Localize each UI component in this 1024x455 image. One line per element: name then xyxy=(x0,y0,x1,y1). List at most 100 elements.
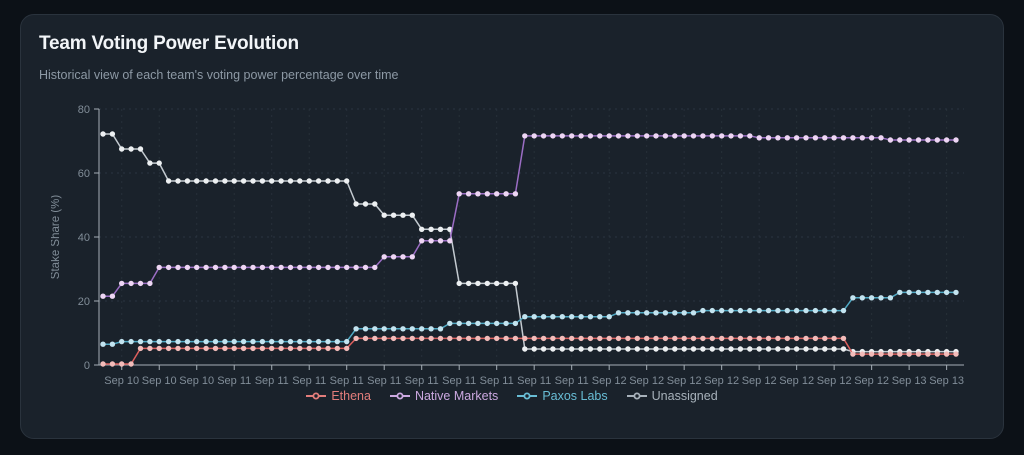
series-native-markets-dot xyxy=(737,133,744,139)
legend-item-paxos-labs[interactable]: Paxos Labs xyxy=(517,389,608,403)
x-tick-label: Sep 11 xyxy=(442,375,476,387)
series-unassigned-dot xyxy=(222,178,228,184)
series-native-markets-dot xyxy=(784,135,790,141)
series-ethena-dot xyxy=(700,335,706,342)
series-ethena-dot xyxy=(531,335,537,342)
series-unassigned-dot xyxy=(184,178,191,184)
series-unassigned-dot xyxy=(297,178,303,184)
series-paxos-labs-dot xyxy=(915,289,922,296)
series-native-markets-dot xyxy=(306,264,312,271)
series-paxos-labs-dot xyxy=(156,338,162,345)
series-paxos-labs-dot xyxy=(803,307,809,314)
series-unassigned-dot xyxy=(700,346,706,352)
series-native-markets-dot xyxy=(634,133,640,139)
series-unassigned-dot xyxy=(634,346,640,352)
x-tick-label: Sep 11 xyxy=(517,375,551,387)
series-native-markets-dot xyxy=(465,191,472,197)
series-paxos-labs-dot xyxy=(737,307,744,314)
series-native-markets-dot xyxy=(315,264,322,271)
series-ethena-dot xyxy=(100,361,106,367)
series-native-markets-dot xyxy=(906,137,912,143)
series-paxos-labs-dot xyxy=(372,326,378,332)
series-paxos-labs-dot xyxy=(362,326,369,332)
series-paxos-labs-dot xyxy=(925,289,931,296)
legend-label-paxos-labs: Paxos Labs xyxy=(542,389,608,403)
series-unassigned-line xyxy=(103,133,956,353)
series-ethena-dot xyxy=(906,351,912,357)
series-unassigned-dot xyxy=(831,346,837,352)
series-unassigned-dot xyxy=(719,346,725,352)
series-ethena-dot xyxy=(569,335,575,342)
series-native-markets-dot xyxy=(203,264,209,271)
series-native-markets-dot xyxy=(606,133,612,139)
y-tick-label: 60 xyxy=(78,168,90,180)
y-tick-label: 0 xyxy=(84,360,90,372)
series-ethena-dot xyxy=(737,335,744,342)
series-ethena-dot xyxy=(625,335,631,342)
series-ethena-dot xyxy=(793,335,800,342)
series-native-markets-dot xyxy=(475,191,481,197)
series-ethena-dot xyxy=(925,351,931,357)
series-paxos-labs-dot xyxy=(287,338,294,345)
x-tick-label: Sep 11 xyxy=(405,375,439,387)
series-paxos-labs-dot xyxy=(822,307,828,314)
series-paxos-labs-dot xyxy=(587,314,594,320)
series-paxos-labs-dot xyxy=(878,295,884,301)
series-unassigned-dot xyxy=(165,178,172,184)
series-ethena-dot xyxy=(859,351,865,357)
series-paxos-labs-dot xyxy=(278,338,284,345)
series-native-markets-dot xyxy=(194,264,200,271)
series-native-markets-dot xyxy=(719,133,725,139)
legend-item-unassigned[interactable]: Unassigned xyxy=(626,389,718,403)
legend-label-unassigned: Unassigned xyxy=(651,389,718,403)
series-paxos-labs-dot xyxy=(522,314,528,320)
chart-area: 0 20 40 60 80 Sep 10 Sep 10 Sep 10 Sep 11 Sep 11 S… xyxy=(51,95,991,400)
series-ethena-dot xyxy=(231,345,237,352)
series-paxos-labs-dot xyxy=(606,314,612,320)
series-unassigned-dot xyxy=(672,346,678,352)
series-paxos-labs-dot xyxy=(569,314,575,320)
series-unassigned-dot xyxy=(681,346,687,352)
series-paxos-labs-dot xyxy=(550,314,556,320)
series-paxos-labs-dot xyxy=(747,307,753,314)
legend-item-ethena[interactable]: Ethena xyxy=(306,389,371,403)
series-paxos-labs-dot xyxy=(109,341,116,347)
series-native-markets-dot xyxy=(297,264,303,271)
series-ethena-dot xyxy=(728,335,734,342)
series-ethena-dot xyxy=(550,335,556,342)
series-ethena-dot xyxy=(540,335,547,342)
x-tick-label: Sep 12 xyxy=(704,375,739,387)
series-unassigned-dot xyxy=(606,346,612,352)
x-tick-label: Sep 12 xyxy=(779,375,814,387)
x-tick-label: Sep 10 xyxy=(179,375,214,387)
series-unassigned-dot xyxy=(662,346,669,352)
series-native-markets-dot xyxy=(840,135,847,141)
legend-item-native-markets[interactable]: Native Markets xyxy=(389,389,498,403)
series-paxos-labs-dot xyxy=(484,320,490,327)
x-tick-label: Sep 12 xyxy=(817,375,852,387)
series-ethena-dot xyxy=(850,351,856,357)
series-unassigned-dot xyxy=(156,160,162,166)
series-unassigned-dot xyxy=(100,131,106,137)
series-ethena-dot xyxy=(212,345,219,352)
series-ethena-dot xyxy=(840,335,847,342)
y-tick-label: 80 xyxy=(78,104,90,116)
series-ethena-dot xyxy=(287,345,294,352)
series-ethena-dot xyxy=(419,335,425,342)
series-native-markets-dot xyxy=(222,264,228,271)
series-native-markets-dot xyxy=(587,133,594,139)
series-native-markets-dot xyxy=(943,137,950,143)
x-tick-label: Sep 10 xyxy=(104,375,139,387)
series-unassigned-dot xyxy=(250,178,256,184)
series-paxos-labs-dot xyxy=(128,338,134,345)
series-paxos-labs-dot xyxy=(728,307,734,314)
series-ethena-dot xyxy=(278,345,284,352)
series-paxos-labs-dot xyxy=(222,338,228,345)
series-paxos-labs-dot xyxy=(690,310,697,316)
series-paxos-labs xyxy=(100,289,959,347)
series-unassigned-dot xyxy=(109,131,116,137)
series-ethena-dot xyxy=(269,345,275,352)
series-native-markets-line xyxy=(103,135,956,297)
